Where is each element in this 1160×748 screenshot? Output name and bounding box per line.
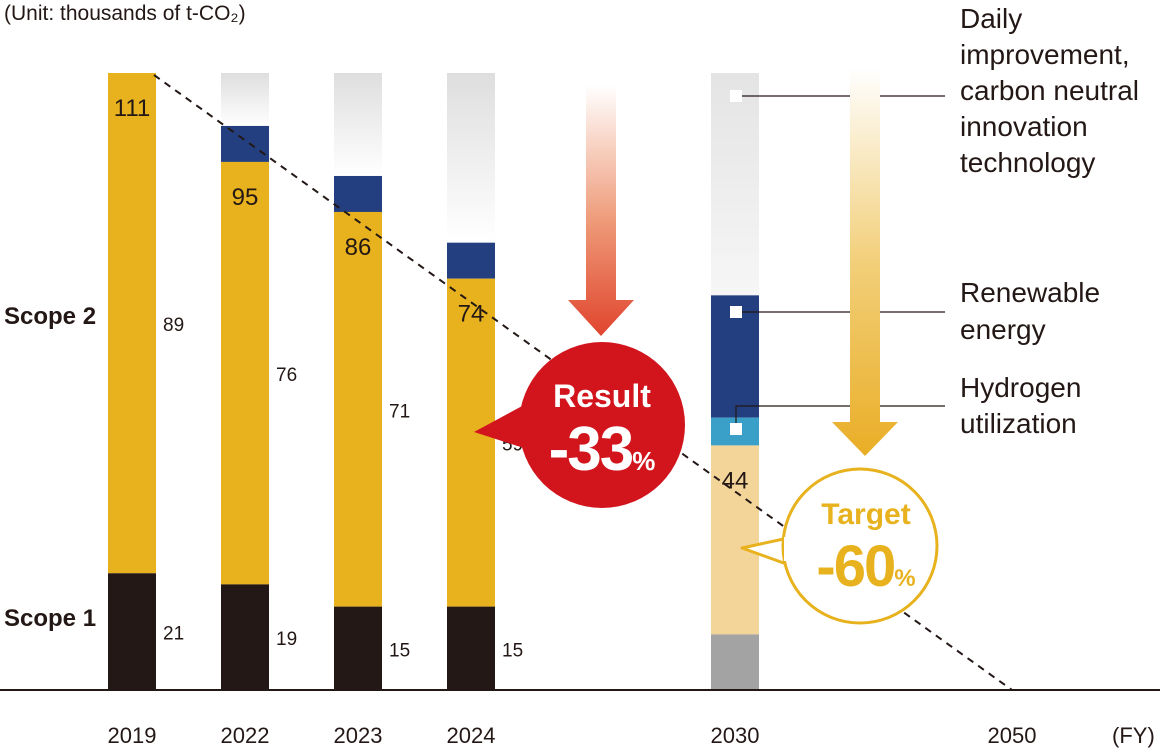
scope1-value-2019: 21	[163, 624, 184, 645]
target-label: Target	[821, 498, 910, 531]
reduction-bar-2022	[221, 125, 269, 162]
reduction-bar-2024	[447, 242, 495, 279]
legend-marker-hydrogen	[730, 423, 742, 435]
legend-marker-daily	[730, 90, 742, 102]
legend-renewable-energy: Renewable energy	[960, 277, 1108, 345]
total-label-2030: 44	[722, 467, 749, 494]
x-tick-2030: 2030	[711, 723, 760, 748]
total-label-2022: 95	[232, 184, 259, 211]
fy-label: (FY)	[1112, 723, 1155, 748]
target-badge: Target -60%	[740, 467, 939, 625]
trend-line	[153, 74, 1013, 691]
x-tick-2023: 2023	[334, 723, 383, 748]
scope1-value-2022: 19	[276, 629, 297, 650]
scope2-bar-2019	[108, 73, 156, 574]
target-scope2-2030	[711, 445, 759, 635]
result-badge: Result -33%	[474, 342, 685, 508]
result-arrow	[568, 85, 634, 336]
scope2-value-2022: 76	[276, 365, 297, 386]
scope2-bar-2024	[447, 278, 495, 607]
scope1-bar-2024	[447, 606, 495, 690]
total-label-2023: 86	[345, 234, 372, 261]
scope1-bar-2022	[221, 584, 269, 690]
target-value: -60%	[816, 534, 915, 599]
scope2-label: Scope 2	[4, 303, 96, 330]
target-scope1-2030	[711, 634, 759, 690]
reduction-fade-2024	[447, 73, 495, 243]
scope1-value-2024: 15	[502, 640, 523, 661]
reduction-fade-2022	[221, 73, 269, 126]
total-label-2019: 111	[114, 95, 150, 122]
scope1-bar-2023	[334, 606, 382, 690]
scope2-value-2023: 71	[389, 401, 410, 422]
legend-daily-improvement: Daily improvement, carbon neutral innova…	[960, 3, 1147, 178]
x-axis-labels: 2019 2022 2023 2024 2030 2050	[108, 723, 1037, 748]
legend-hydrogen-utilization: Hydrogen utilization	[960, 372, 1089, 439]
result-label: Result	[553, 378, 651, 414]
scope1-label: Scope 1	[4, 605, 96, 632]
unit-label: (Unit: thousands of t-CO₂)	[4, 2, 246, 25]
scope2-value-2019: 89	[163, 315, 184, 336]
target-arrow	[832, 68, 898, 456]
total-label-2024: 74	[458, 301, 485, 328]
scope2-bar-2023	[334, 211, 382, 607]
result-value: -33%	[549, 415, 656, 484]
x-tick-2050: 2050	[988, 723, 1037, 748]
x-tick-2019: 2019	[108, 723, 157, 748]
x-tick-2024: 2024	[447, 723, 496, 748]
reduction-bar-2023	[334, 175, 382, 212]
legend-marker-renewable	[730, 306, 742, 318]
scope2-bar-2022	[221, 161, 269, 585]
legend-leaders	[730, 90, 945, 435]
reduction-fade-2023	[334, 73, 382, 176]
target-daily-improvement-2030	[711, 73, 759, 296]
scope1-bar-2019	[108, 573, 156, 690]
x-tick-2022: 2022	[221, 723, 270, 748]
scope1-value-2023: 15	[389, 640, 410, 661]
